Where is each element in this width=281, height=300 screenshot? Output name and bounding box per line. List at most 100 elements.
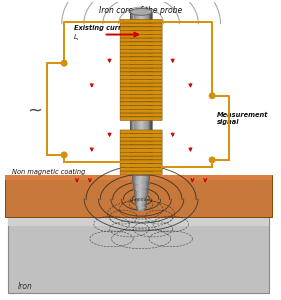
FancyBboxPatch shape (120, 134, 162, 137)
Bar (146, 171, 147, 172)
Bar (147, 169, 148, 170)
Bar (140, 199, 142, 200)
Bar (136, 173, 137, 174)
Bar (145, 201, 146, 202)
Bar (146, 201, 147, 202)
Bar (139, 197, 140, 199)
Bar (143, 188, 144, 190)
Bar (145, 194, 146, 196)
Bar (140, 182, 141, 183)
FancyBboxPatch shape (120, 102, 162, 106)
Bar (137, 170, 138, 171)
Bar (145, 177, 146, 178)
Bar (135, 205, 137, 206)
Bar (136, 197, 137, 199)
Bar (142, 203, 143, 204)
Bar (136, 185, 137, 187)
Bar (139, 195, 140, 196)
Bar (140, 205, 141, 206)
Bar (143, 200, 144, 201)
Bar (138, 195, 139, 196)
Bar (137, 187, 138, 188)
Bar (148, 191, 149, 193)
Bar (132, 178, 133, 179)
Bar (130, 167, 132, 168)
Bar (148, 182, 149, 183)
Bar (144, 173, 145, 174)
Bar (138, 166, 139, 167)
Bar (144, 187, 145, 188)
Bar (137, 173, 138, 174)
Bar (139, 173, 140, 174)
Polygon shape (5, 175, 272, 217)
Bar (138, 200, 139, 201)
Bar (143, 209, 144, 210)
Bar (140, 195, 141, 196)
Bar (139, 180, 140, 181)
Bar (146, 169, 147, 170)
Bar (147, 12, 148, 175)
Bar (146, 178, 147, 179)
Bar (139, 192, 140, 194)
Bar (149, 178, 150, 180)
Bar (142, 210, 143, 211)
Bar (138, 204, 139, 206)
Bar (147, 171, 148, 172)
Bar (134, 188, 135, 189)
Bar (140, 188, 141, 189)
Bar (138, 187, 139, 188)
Bar (131, 165, 132, 166)
Bar (137, 203, 138, 204)
Bar (141, 209, 142, 210)
Bar (138, 174, 139, 175)
Bar (133, 178, 134, 180)
Bar (147, 183, 148, 184)
Bar (134, 188, 135, 190)
Bar (148, 166, 149, 167)
Bar (143, 181, 144, 182)
Bar (135, 185, 136, 187)
Bar (144, 180, 145, 181)
Bar (139, 188, 140, 190)
Bar (142, 195, 143, 196)
Text: Iron: Iron (18, 282, 33, 291)
Bar (133, 185, 134, 187)
Bar (149, 12, 150, 175)
Bar (146, 168, 148, 169)
FancyBboxPatch shape (120, 20, 162, 23)
Bar (142, 197, 143, 199)
Bar (146, 200, 147, 201)
Bar (142, 192, 143, 194)
Bar (132, 176, 133, 177)
Bar (134, 178, 135, 179)
Bar (145, 175, 146, 176)
Bar (148, 184, 149, 186)
Bar (138, 205, 139, 206)
Bar (146, 174, 147, 175)
Bar (146, 191, 147, 193)
Bar (133, 181, 134, 182)
Bar (144, 176, 146, 177)
Bar (144, 201, 145, 202)
Bar (139, 175, 140, 176)
Circle shape (61, 152, 67, 158)
Bar (139, 182, 140, 183)
Bar (132, 173, 133, 174)
Bar (136, 169, 137, 170)
Bar (142, 188, 143, 189)
Bar (132, 182, 133, 183)
Bar (139, 190, 140, 191)
FancyBboxPatch shape (120, 164, 162, 167)
Bar (144, 204, 145, 206)
Bar (140, 204, 141, 206)
Bar (145, 195, 146, 196)
Bar (134, 166, 135, 167)
Bar (135, 195, 136, 196)
Bar (136, 196, 137, 197)
Bar (150, 166, 151, 167)
Bar (149, 176, 151, 177)
Bar (146, 167, 148, 168)
Bar (130, 12, 131, 175)
Bar (137, 190, 138, 191)
Bar (137, 169, 138, 170)
